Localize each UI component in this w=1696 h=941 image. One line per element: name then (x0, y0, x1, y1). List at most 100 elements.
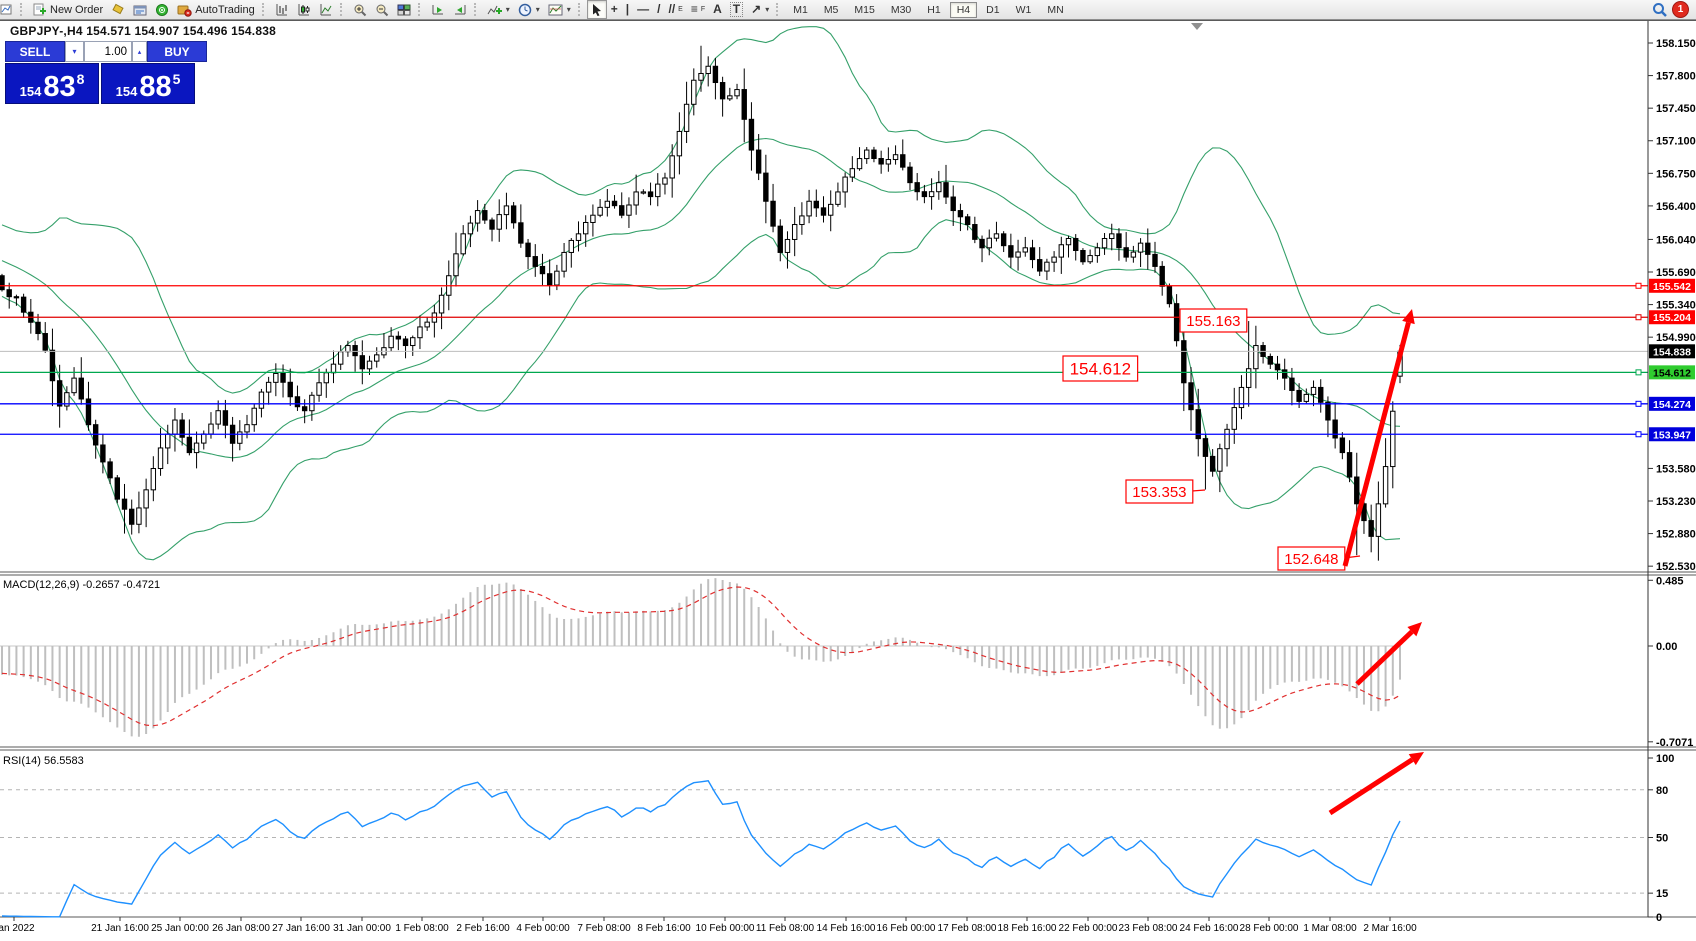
volume-input[interactable] (85, 45, 129, 58)
chevron-down-icon[interactable]: ▾ (765, 5, 770, 14)
time-tick-label: 26 Jan 08:00 (212, 923, 270, 934)
trend-arrow-head[interactable] (1402, 309, 1415, 325)
candle-body (575, 233, 582, 241)
trend-arrow[interactable] (1342, 321, 1411, 567)
hline-endpoint-handle[interactable] (1635, 282, 1642, 289)
trend-arrow-head[interactable] (1408, 752, 1424, 766)
timeframe-d1[interactable]: D1 (986, 3, 1000, 16)
price-badge (1649, 365, 1695, 380)
candle-body (1310, 386, 1317, 395)
candle-body (662, 177, 668, 185)
zoom-out-button[interactable] (371, 0, 393, 19)
toolbar-grip (261, 3, 268, 16)
timeframe-w1[interactable]: W1 (1015, 3, 1032, 16)
price-annotation-box[interactable] (1179, 308, 1248, 333)
candle-body (719, 82, 726, 100)
candle-body (1051, 256, 1057, 263)
timeframe-m30[interactable]: M30 (890, 3, 912, 16)
templates-button[interactable]: ▾ (544, 0, 575, 19)
candle-body (878, 158, 884, 165)
chevron-down-icon[interactable]: ▾ (566, 5, 571, 14)
timeframe-h1[interactable]: H1 (927, 3, 941, 16)
candle-body (6, 289, 12, 298)
hline-endpoint-handle[interactable] (1635, 314, 1642, 321)
horizontal-line-tool-button[interactable]: — (633, 0, 653, 19)
candle-body (1145, 242, 1151, 255)
search-icon[interactable] (1652, 2, 1668, 18)
timeframe-m5[interactable]: M5 (823, 3, 839, 16)
candle-body (237, 431, 243, 444)
hline-endpoint-handle[interactable] (1635, 369, 1642, 376)
rsi-tick-label: 100 (1656, 753, 1674, 765)
chart-shift-marker[interactable] (1191, 23, 1203, 30)
text-label-tool-button[interactable]: T (726, 0, 747, 19)
candle-body (1282, 369, 1288, 379)
indicators-button[interactable]: ▾ (483, 0, 514, 19)
price-annotation-box[interactable] (1062, 355, 1139, 382)
chart-plot-area[interactable] (0, 20, 1696, 941)
timeframe-m1[interactable]: M1 (793, 3, 808, 16)
timeframe-mn[interactable]: MN (1047, 3, 1064, 16)
auto-scroll-button[interactable] (427, 0, 449, 19)
vertical-line-tool-button[interactable]: | (622, 0, 633, 19)
bar-chart-button[interactable] (271, 0, 293, 19)
new-chart-button[interactable] (0, 0, 17, 19)
strategy-signal-button[interactable] (151, 0, 173, 19)
trend-arrow[interactable] (1328, 757, 1414, 816)
price-annotation-box[interactable] (1125, 479, 1194, 504)
fibonacci-tool-button[interactable]: ≡ F (687, 0, 709, 19)
crosshair-tool-button[interactable]: + (607, 0, 622, 19)
periods-button[interactable]: ▾ (514, 0, 544, 19)
candle-body (222, 410, 229, 426)
new-order-button[interactable]: New Order (29, 0, 107, 19)
main-chart[interactable]: 158.150 157.800 157.450 157.100 156.750 156.4… (0, 20, 1696, 941)
buy-price-tile[interactable]: 154 88 5 (101, 63, 195, 104)
candlestick-button[interactable] (293, 0, 315, 19)
sell-price-tile[interactable]: 154 83 8 (5, 63, 99, 104)
candle-body (165, 433, 171, 449)
zoom-in-button[interactable] (349, 0, 371, 19)
volume-spin-up-button[interactable]: ▴ (132, 41, 147, 62)
candle-body (1123, 247, 1129, 258)
timeframe-m15[interactable]: M15 (854, 3, 875, 16)
candle-body (143, 489, 149, 509)
hline-endpoint-handle[interactable] (1635, 400, 1642, 407)
bollinger-middle-band[interactable] (1, 137, 1401, 459)
candle-body (791, 224, 798, 240)
time-tick-label: 2 Mar 16:00 (1363, 923, 1417, 934)
tile-windows-button[interactable] (393, 0, 415, 19)
chevron-down-icon[interactable]: ▾ (535, 5, 540, 14)
text-tool-button[interactable]: A (709, 0, 726, 19)
timeframe-h4[interactable]: H4 (949, 1, 978, 18)
autotrading-button[interactable]: AutoTrading (173, 0, 259, 19)
arrows-tool-button[interactable]: ↗ ▾ (747, 0, 773, 19)
candle-body (172, 419, 178, 435)
candle-body (366, 360, 373, 370)
candle-body (424, 321, 430, 328)
chevron-down-icon[interactable]: ▾ (505, 5, 510, 14)
styles-button[interactable] (107, 0, 129, 19)
volume-dropdown-button[interactable]: ▾ (65, 41, 84, 62)
trendline-tool-button[interactable]: / (653, 0, 664, 19)
hline-endpoint-handle[interactable] (1635, 431, 1642, 438)
price-tick-label: 156.750 (1656, 168, 1696, 180)
channel-tool-button[interactable]: //E (664, 0, 686, 19)
candle-body (1101, 238, 1108, 249)
sell-button[interactable]: SELL (5, 41, 65, 62)
candle-body (1173, 303, 1180, 342)
candle-body (799, 215, 805, 226)
line-chart-button[interactable] (315, 0, 337, 19)
data-window-button[interactable] (129, 0, 151, 19)
trend-arrow[interactable] (1355, 629, 1414, 686)
buy-button[interactable]: BUY (147, 41, 207, 62)
volume-field[interactable] (84, 41, 132, 62)
candle-body (669, 155, 675, 179)
candle-body (936, 182, 942, 193)
trend-arrow-head[interactable] (1407, 622, 1422, 637)
cursor-tool-button[interactable] (586, 0, 607, 19)
chart-shift-button[interactable] (449, 0, 471, 19)
time-tick-label: 21 Jan 16:00 (91, 923, 149, 934)
candle-body (1354, 476, 1360, 505)
notification-badge[interactable]: 1 (1672, 1, 1689, 18)
text-tool-icon: A (713, 2, 722, 16)
